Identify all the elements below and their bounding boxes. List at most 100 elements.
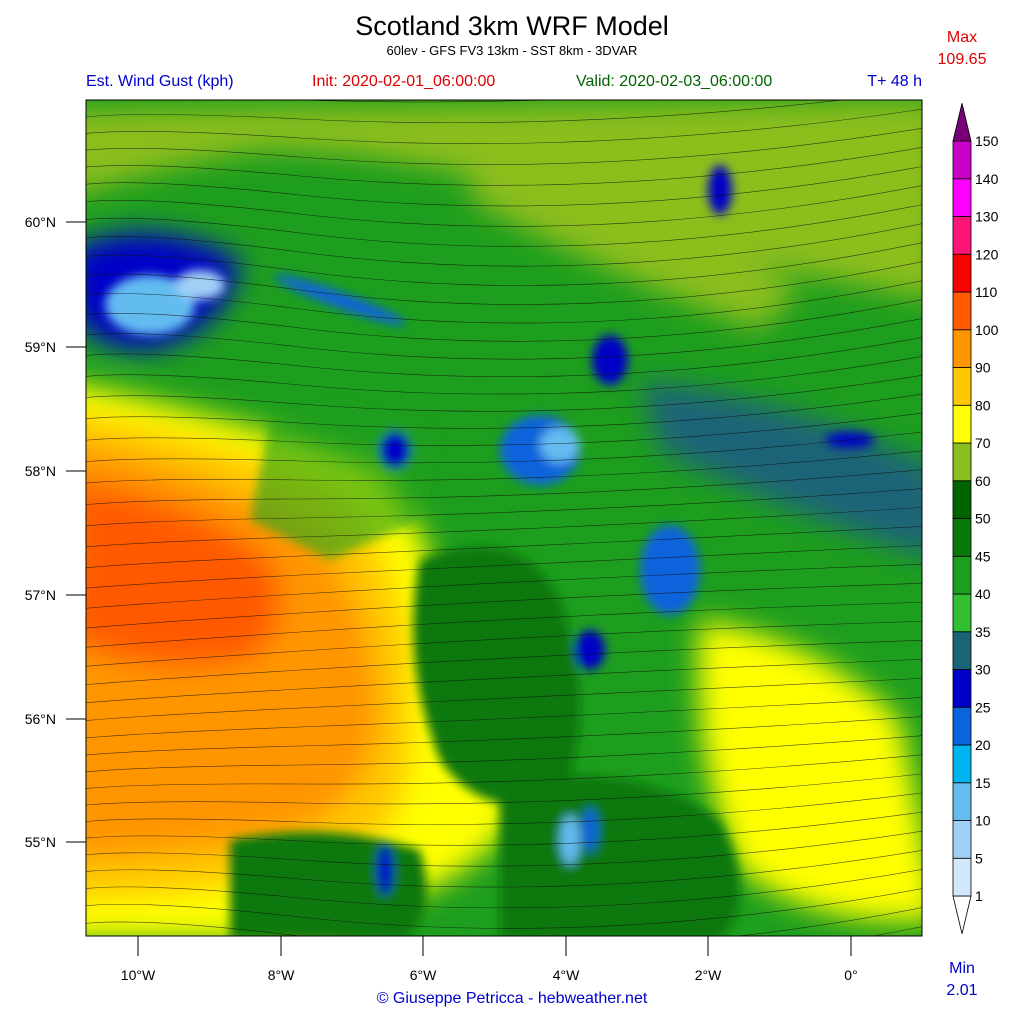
colorbar-box bbox=[952, 329, 972, 368]
streamline bbox=[86, 450, 922, 484]
lat-label: 57°N bbox=[25, 587, 56, 603]
lat-label: 56°N bbox=[25, 711, 56, 727]
lat-label: 58°N bbox=[25, 463, 56, 479]
streamline bbox=[86, 100, 845, 124]
streamline bbox=[86, 507, 922, 548]
streamline bbox=[86, 830, 922, 867]
streamline bbox=[86, 811, 922, 846]
streamline bbox=[86, 185, 922, 227]
streamline bbox=[86, 469, 922, 505]
streamline bbox=[86, 147, 922, 186]
streamline bbox=[86, 907, 922, 936]
lon-label: 4°W bbox=[553, 967, 580, 983]
colorbar-box bbox=[952, 367, 972, 406]
credit: © Giuseppe Petricca - hebweather.net bbox=[377, 990, 648, 1007]
valid-label: Valid: 2020-02-03_06:00:00 bbox=[576, 73, 772, 90]
lon-label: 0° bbox=[844, 967, 857, 983]
colorbar-box bbox=[952, 291, 972, 331]
lon-label: 8°W bbox=[268, 967, 295, 983]
colorbar-label: 1 bbox=[975, 888, 983, 904]
streamline bbox=[86, 100, 554, 103]
lon-label: 2°W bbox=[695, 967, 722, 983]
streamline bbox=[86, 526, 922, 569]
forecast-label: T+ 48 h bbox=[867, 73, 922, 90]
colorbar-box bbox=[952, 820, 972, 859]
colorbar-box bbox=[952, 744, 972, 784]
streamline bbox=[86, 356, 922, 395]
streamline bbox=[86, 659, 922, 704]
init-label: Init: 2020-02-01_06:00:00 bbox=[312, 73, 495, 90]
colorbar-label: 70 bbox=[975, 435, 991, 451]
colorbar-label: 20 bbox=[975, 737, 991, 753]
colorbar-label: 40 bbox=[975, 586, 991, 602]
colorbar-label: 35 bbox=[975, 624, 991, 640]
colorbar-box bbox=[952, 669, 972, 708]
streamline bbox=[86, 620, 922, 667]
colorbar-label: 110 bbox=[975, 284, 998, 300]
colorbar-label: 50 bbox=[975, 511, 991, 527]
colorbar-box bbox=[952, 216, 972, 255]
streamline bbox=[86, 337, 922, 378]
colorbar-label: 100 bbox=[975, 322, 999, 338]
streamline bbox=[86, 223, 922, 267]
streamline bbox=[86, 601, 922, 648]
streamline bbox=[86, 792, 922, 825]
colorbar-box bbox=[952, 178, 972, 217]
colorbar-cap bbox=[952, 895, 972, 934]
streamline bbox=[86, 299, 922, 342]
colorbar-cap bbox=[952, 103, 972, 142]
streamline bbox=[86, 563, 922, 609]
streamline bbox=[86, 639, 922, 686]
streamline bbox=[86, 678, 922, 721]
lat-label: 59°N bbox=[25, 339, 56, 355]
streamline bbox=[86, 773, 922, 806]
streamline bbox=[86, 242, 922, 286]
colorbar-box bbox=[952, 253, 972, 293]
colorbar-box bbox=[952, 706, 972, 746]
streamline bbox=[86, 582, 922, 629]
colorbar-label: 15 bbox=[975, 775, 991, 791]
colorbar-box bbox=[952, 857, 972, 897]
colorbar-label: 90 bbox=[975, 360, 991, 376]
subtitle: 60lev - GFS FV3 13km - SST 8km - 3DVAR bbox=[387, 43, 638, 58]
lat-label: 55°N bbox=[25, 834, 56, 850]
streamline bbox=[86, 735, 922, 773]
streamline bbox=[86, 869, 922, 909]
streamline bbox=[86, 393, 922, 429]
streamline bbox=[86, 488, 922, 527]
map-frame bbox=[85, 99, 923, 937]
colorbar-box bbox=[952, 555, 972, 595]
streamline bbox=[86, 412, 922, 446]
streamline bbox=[86, 166, 922, 207]
streamline bbox=[86, 108, 922, 144]
colorbar-label: 130 bbox=[975, 209, 999, 225]
colorbar-label: 60 bbox=[975, 473, 991, 489]
colorbar-box bbox=[952, 140, 972, 180]
colorbar-label: 5 bbox=[975, 850, 983, 866]
colorbar-label: 140 bbox=[975, 171, 999, 187]
colorbar-label: 25 bbox=[975, 699, 991, 715]
colorbar-box bbox=[952, 631, 972, 670]
lon-label: 6°W bbox=[410, 967, 437, 983]
colorbar-label: 120 bbox=[975, 246, 999, 262]
colorbar: 1510152025303540455060708090100110120130… bbox=[952, 103, 999, 934]
streamline bbox=[86, 318, 922, 360]
min-label: Min bbox=[949, 960, 975, 977]
streamline bbox=[86, 261, 922, 305]
streamline bbox=[86, 754, 922, 789]
lat-label: 60°N bbox=[25, 214, 56, 230]
streamline bbox=[86, 280, 922, 324]
streamline bbox=[86, 716, 922, 756]
colorbar-box bbox=[952, 782, 972, 821]
colorbar-box bbox=[952, 518, 972, 557]
colorbar-box bbox=[952, 480, 972, 519]
streamline bbox=[86, 127, 922, 165]
field-label: Est. Wind Gust (kph) bbox=[86, 73, 234, 90]
colorbar-label: 45 bbox=[975, 548, 991, 564]
streamline bbox=[86, 697, 922, 739]
map-field bbox=[86, 100, 922, 936]
colorbar-label: 10 bbox=[975, 813, 991, 829]
colorbar-box bbox=[952, 442, 972, 482]
streamline bbox=[86, 888, 922, 929]
